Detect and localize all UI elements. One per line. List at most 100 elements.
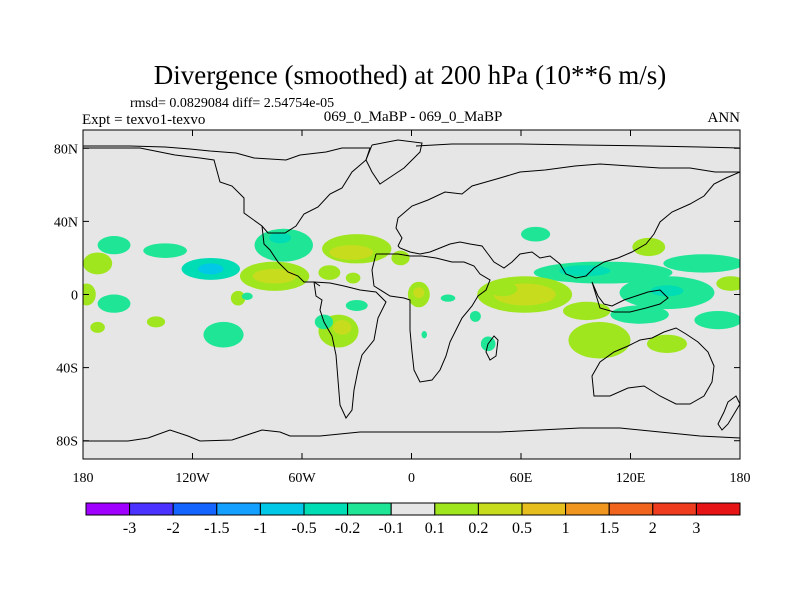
contour-blob-42: [562, 301, 611, 321]
colorbar-swatch-1: [129, 502, 174, 516]
contour-blob-6: [269, 232, 292, 244]
colorbar-label-6: -0.1: [379, 520, 404, 537]
coastline-africa: [371, 253, 491, 383]
map-plot-area: 180 120W 60W 0 60E 120E 180 80N 40N 0 40S 80S: [54, 129, 751, 486]
colorbar-swatch-14: [695, 502, 741, 516]
coastline-eurasia: [395, 143, 740, 247]
contour-blob-2: [83, 252, 113, 275]
colorbar-label-11: 1.5: [599, 520, 619, 537]
contour-blob-14: [83, 283, 96, 306]
y-tick-label-0: 80N: [54, 142, 78, 157]
contour-blob-35: [663, 254, 740, 273]
y-tick-label-2: 0: [71, 289, 78, 304]
colorbar-swatch-8: [434, 502, 479, 516]
x-tick-label-2: 60W: [288, 471, 316, 486]
contour-blob-30: [421, 331, 428, 339]
colorbar-swatch-9: [477, 502, 523, 516]
colorbar-label-2: -1.5: [204, 520, 229, 537]
colorbar-swatch-13: [652, 502, 697, 516]
colorbar-label-3: -1: [254, 520, 267, 537]
x-tick-label-3: 0: [408, 471, 415, 486]
season-label: ANN: [708, 110, 741, 126]
contour-blob-32: [632, 237, 666, 257]
colorbar-swatch-3: [216, 502, 261, 516]
contour-blob-27: [440, 294, 456, 302]
coastline-central-america: [261, 225, 321, 287]
contour-blob-11: [252, 268, 297, 284]
x-tick-label-0: 180: [73, 471, 94, 486]
colorbar-label-10: 1: [562, 520, 570, 537]
contour-blob-0: [97, 236, 131, 255]
contour-blob-19: [90, 321, 105, 333]
comparison-label: 069_0_MaBP - 069_0_MaBP: [324, 109, 503, 125]
y-tick-label-4: 80S: [56, 435, 78, 450]
y-tick-label-3: 40S: [56, 362, 78, 377]
colorbar-label-0: -3: [123, 520, 136, 537]
x-tick-label-1: 120W: [175, 471, 210, 486]
contour-blob-40: [650, 285, 684, 297]
x-tick-label-6: 180: [730, 471, 751, 486]
contour-blob-26: [413, 287, 425, 299]
x-tick-label-4: 60E: [510, 471, 533, 486]
colorbar: -3 -2 -1.5 -1 -0.5 -0.2 -0.1 0.1 0.2 0.5 1 1.5 2 3: [85, 502, 741, 537]
colorbar-swatch-12: [608, 502, 654, 516]
colorbar-swatch-2: [172, 502, 218, 516]
contour-blob-21: [203, 321, 244, 348]
colorbar-swatch-10: [521, 502, 567, 516]
colorbar-label-5: -0.2: [335, 520, 360, 537]
contour-blob-18: [146, 316, 166, 328]
contour-blob-13: [345, 272, 361, 284]
contour-blob-17: [241, 292, 253, 300]
colorbar-label-7: 0.1: [425, 520, 445, 537]
contour-blob-31: [521, 226, 551, 242]
contour-blob-9: [391, 250, 410, 266]
colorbar-swatch-5: [303, 502, 349, 516]
contour-blob-1: [143, 243, 188, 258]
coastline-new-zealand: [717, 395, 740, 431]
x-tick-label-5: 120E: [616, 471, 646, 486]
contour-blob-20: [345, 299, 368, 311]
contour-blob-8: [329, 245, 374, 260]
contour-blob-34: [559, 265, 611, 277]
coastline-southeast-asia: [591, 281, 669, 313]
colorbar-label-9: 0.5: [512, 520, 532, 537]
contour-blob-5: [254, 228, 313, 262]
coastline-south-america: [313, 281, 387, 419]
colorbar-swatch-6: [347, 502, 392, 516]
experiment-label: Expt = texvo1-texvo: [82, 112, 205, 128]
contour-blob-44: [694, 310, 740, 330]
coastline-australia: [591, 327, 715, 405]
contour-fill-layer: [83, 226, 740, 359]
contour-blob-43: [610, 305, 669, 324]
colorbar-label-13: 3: [692, 520, 700, 537]
contour-blob-16: [230, 290, 246, 306]
coastline-antarctica: [83, 427, 740, 442]
y-tick-label-1: 40N: [54, 215, 78, 230]
contour-blob-28: [469, 310, 481, 322]
colorbar-swatch-7: [390, 502, 436, 516]
coastline-east-asia: [397, 171, 740, 279]
contour-blob-23: [333, 320, 352, 335]
colorbar-label-1: -2: [167, 520, 180, 537]
colorbar-swatch-0: [85, 502, 131, 516]
colorbar-label-8: 0.2: [468, 520, 488, 537]
contour-blob-12: [318, 265, 341, 280]
contour-blob-45: [568, 321, 631, 359]
stats-label: rmsd= 0.0829084 diff= 2.54754e-05: [130, 96, 334, 111]
contour-blob-15: [97, 294, 131, 313]
colorbar-swatch-11: [565, 502, 610, 516]
coastline-greenland: [365, 139, 423, 185]
coastline-north-america: [83, 145, 371, 234]
contour-blob-41: [716, 276, 740, 291]
tick-layer: 180 120W 60W 0 60E 120E 180 80N 40N 0 40S 80S: [54, 130, 751, 486]
coastline-madagascar: [485, 335, 499, 361]
colorbar-swatch-4: [259, 502, 305, 516]
colorbar-label-4: -0.5: [291, 520, 316, 537]
contour-blob-38: [488, 281, 518, 297]
chart-title: Divergence (smoothed) at 200 hPa (10**6 …: [154, 60, 666, 90]
contour-blob-46: [646, 334, 688, 353]
coastline-layer: [83, 139, 740, 442]
colorbar-label-12: 2: [649, 520, 657, 537]
contour-blob-4: [197, 263, 224, 275]
